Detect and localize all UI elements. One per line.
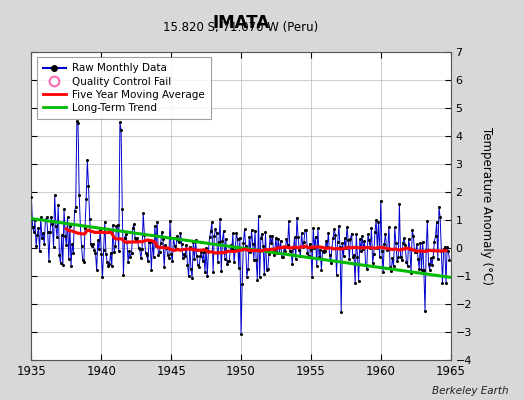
Text: 15.820 S, 71.070 W (Peru): 15.820 S, 71.070 W (Peru) [163, 21, 319, 34]
Y-axis label: Temperature Anomaly (°C): Temperature Anomaly (°C) [481, 127, 493, 285]
Text: Berkeley Earth: Berkeley Earth [432, 386, 508, 396]
Legend: Raw Monthly Data, Quality Control Fail, Five Year Moving Average, Long-Term Tren: Raw Monthly Data, Quality Control Fail, … [37, 57, 211, 119]
Text: IMATA: IMATA [212, 14, 270, 32]
